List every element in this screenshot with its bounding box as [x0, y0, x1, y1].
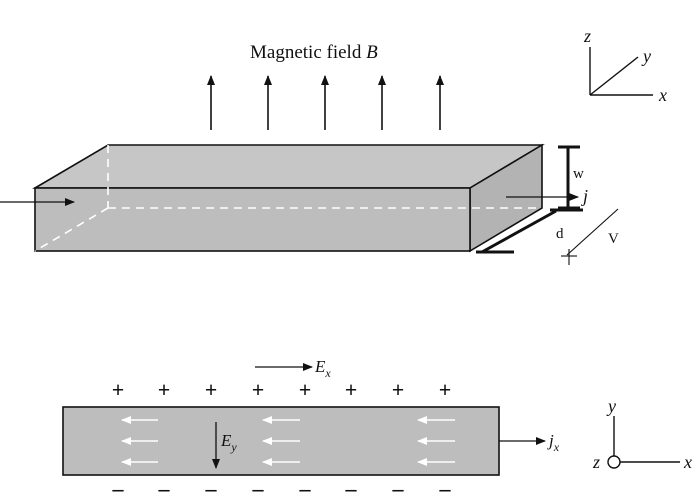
minus-sign: –	[112, 476, 125, 496]
negative-charges: – – – – – – – –	[112, 476, 452, 496]
minus-sign: –	[299, 476, 312, 496]
minus-sign: –	[392, 476, 405, 496]
minus-sign: –	[252, 476, 265, 496]
magnetic-field-label: Magnetic field B	[250, 42, 378, 63]
minus-sign: –	[205, 476, 218, 496]
plus-sign: +	[392, 377, 405, 402]
hidden-edges	[34, 145, 542, 252]
z-axis-out-of-page-icon	[607, 455, 621, 469]
field-arrows	[207, 75, 444, 130]
plus-sign: +	[205, 377, 218, 402]
voltage-label: V	[608, 231, 619, 247]
minus-sign: –	[158, 476, 171, 496]
plus-sign: +	[252, 377, 265, 402]
plus-sign: +	[439, 377, 452, 402]
width-dimension	[558, 145, 580, 210]
x-axis-label: x	[683, 452, 692, 472]
voltage-plus-mark	[561, 249, 577, 265]
plus-sign: +	[158, 377, 171, 402]
jx-label: jx	[547, 431, 560, 454]
top-diagram: Magnetic field B j	[0, 26, 667, 265]
minus-sign: –	[345, 476, 358, 496]
z-axis-label: z	[583, 26, 591, 46]
carrier-drift-arrows	[121, 416, 455, 466]
plus-sign: +	[299, 377, 312, 402]
positive-charges: + + + + + + + +	[112, 377, 452, 402]
axes-bottom: y z x	[592, 396, 692, 472]
depth-label: d	[556, 226, 564, 242]
depth-dimension	[476, 208, 583, 254]
x-axis-label: x	[658, 85, 667, 105]
minus-sign: –	[439, 476, 452, 496]
plus-sign: +	[112, 377, 125, 402]
y-axis-label: y	[641, 46, 651, 66]
slab-front-face	[34, 187, 471, 252]
current-label: j	[581, 186, 588, 206]
slab-top-face	[32, 144, 545, 189]
y-axis-label: y	[606, 396, 616, 416]
z-axis-label: z	[592, 452, 600, 472]
ex-label: Ex	[314, 357, 331, 380]
plus-sign: +	[345, 377, 358, 402]
width-label: w	[573, 166, 584, 182]
bottom-diagram: Ex + + + + + + + + Ey	[62, 357, 692, 496]
conductor-slab-3d	[32, 143, 545, 253]
ey-label: Ey	[220, 431, 237, 454]
axes-top: z y x	[583, 26, 667, 105]
y-axis	[589, 56, 639, 96]
voltage-probe-line	[566, 208, 619, 256]
